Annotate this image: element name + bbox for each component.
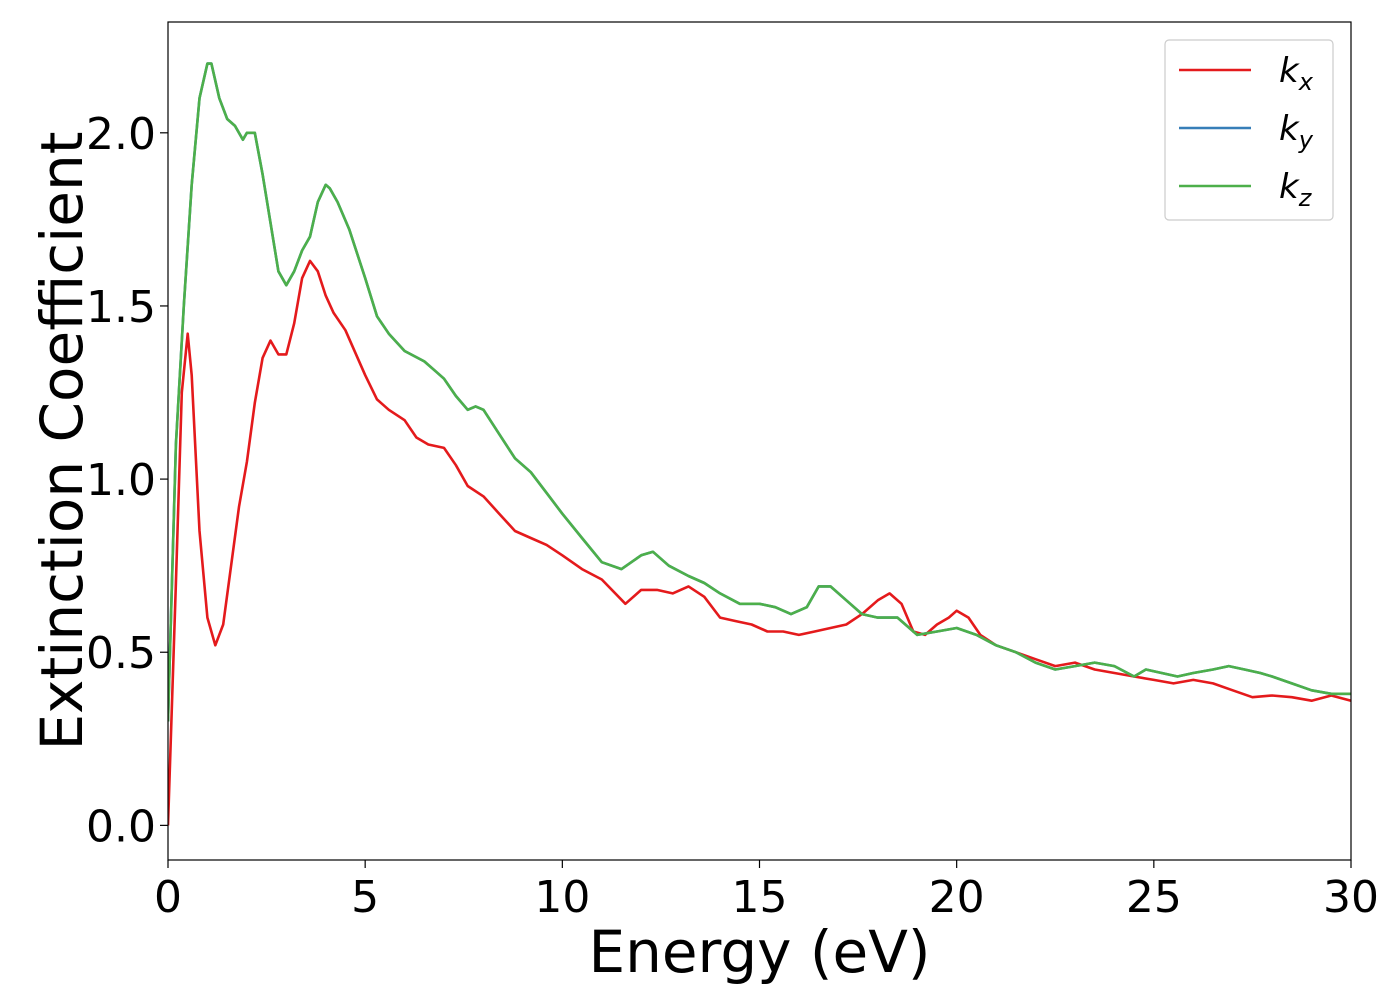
legend-label-kx: kx — [1279, 51, 1314, 96]
legend-box — [1164, 39, 1334, 221]
series-line-kx — [168, 259, 1351, 826]
plot-background — [168, 22, 1351, 860]
y-tick-label: 0.5 — [86, 628, 156, 679]
legend-label-ky: ky — [1279, 109, 1314, 154]
y-tick-label: 0.0 — [86, 801, 156, 852]
series-line-kz — [168, 62, 1351, 722]
x-tick-label: 20 — [929, 872, 985, 923]
y-axis-title: Extinction Coefficient — [28, 132, 96, 751]
x-tick-label: 5 — [351, 872, 379, 923]
x-tick-label: 10 — [534, 872, 590, 923]
plot-area — [168, 22, 1351, 860]
y-tick-label: 1.0 — [86, 455, 156, 506]
x-tick-label: 0 — [154, 872, 182, 923]
x-tick-label: 30 — [1323, 872, 1379, 923]
y-tick-label: 1.5 — [86, 282, 156, 333]
axes-layer: 0 5 10 15 20 25 30 0.0 0.5 1.0 1.5 2.0 — [86, 21, 1379, 923]
series-layer — [168, 62, 1351, 826]
x-tick-label: 15 — [732, 872, 788, 923]
legend: kx ky kz — [1164, 39, 1334, 221]
x-axis-title: Energy (eV) — [588, 918, 930, 986]
y-tick-label: 2.0 — [86, 109, 156, 160]
legend-label-kz: kz — [1279, 167, 1313, 212]
x-tick-label: 25 — [1126, 872, 1182, 923]
